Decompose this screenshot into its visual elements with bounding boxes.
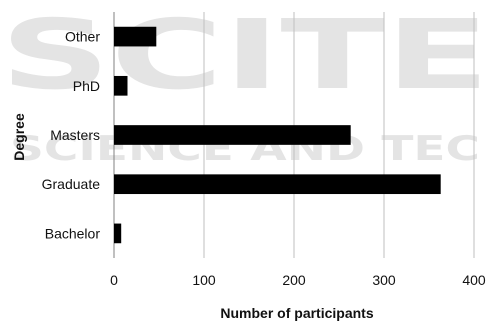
y-axis-label: Degree (11, 113, 27, 161)
x-tick-labels: 0 100 200 300 400 (110, 272, 486, 288)
bar-bachelor (114, 223, 122, 244)
y-tick-label: Bachelor (45, 225, 101, 241)
y-tick-label: Masters (50, 127, 100, 143)
y-tick-label: PhD (73, 78, 100, 94)
bar-graduate (114, 174, 441, 195)
y-tick-labels: Bachelor Graduate Masters PhD Other (42, 29, 101, 242)
x-axis-label: Number of participants (220, 305, 373, 321)
x-tick-label: 400 (462, 272, 486, 288)
bar-other (114, 26, 157, 47)
x-tick-label: 300 (372, 272, 396, 288)
bars (114, 26, 441, 244)
x-tick-label: 100 (192, 272, 216, 288)
bar-masters (114, 125, 351, 145)
x-tick-label: 0 (110, 272, 118, 288)
bar-phd (114, 75, 128, 96)
x-tick-label: 200 (282, 272, 306, 288)
watermark: SCITE SCIENCE AND TEC (0, 0, 490, 169)
y-tick-label: Other (65, 29, 100, 45)
watermark-line1: SCITE (0, 0, 490, 111)
y-tick-label: Graduate (42, 176, 101, 192)
